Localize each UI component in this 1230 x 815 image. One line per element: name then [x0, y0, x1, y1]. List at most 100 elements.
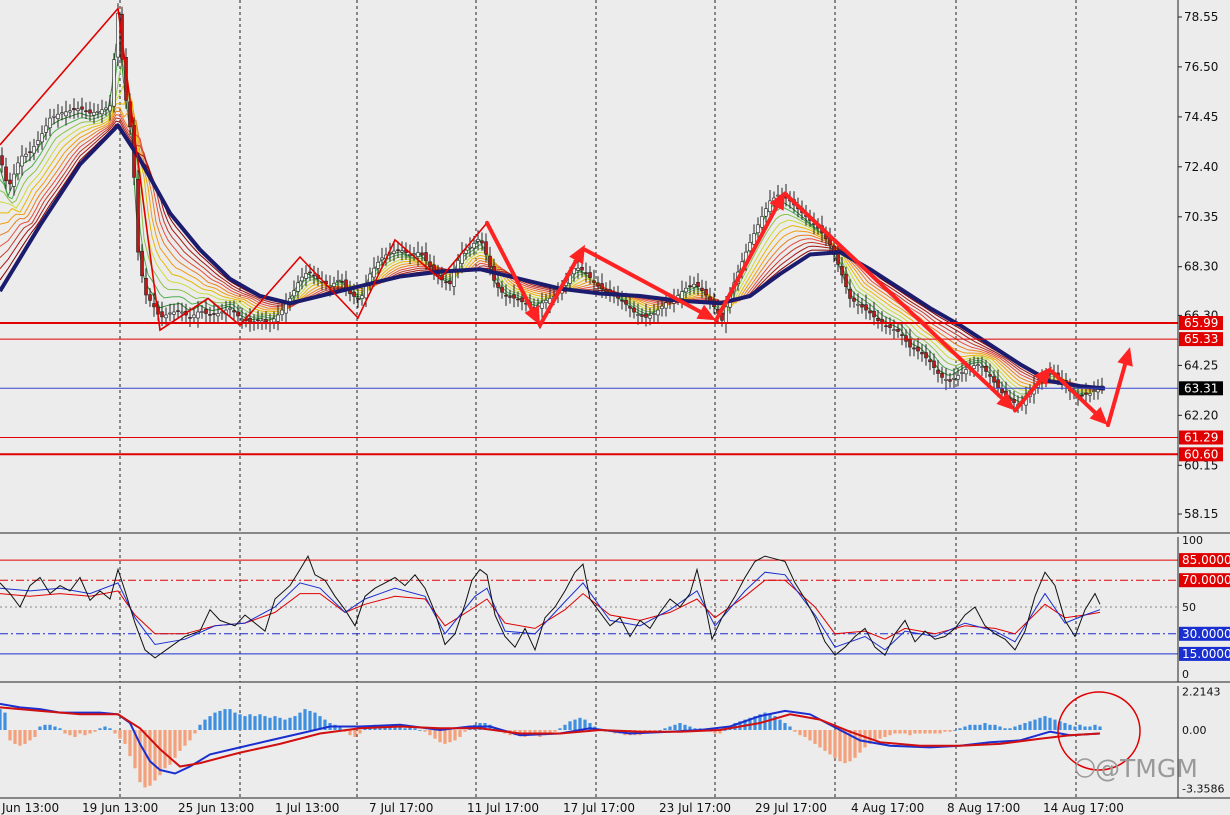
candle-body — [48, 117, 52, 129]
macd-histogram-bar — [163, 730, 167, 769]
candle-body — [912, 347, 916, 350]
candle-body — [652, 313, 656, 315]
candle-body — [4, 166, 8, 182]
level-price-box — [1179, 447, 1223, 462]
candle-body — [376, 261, 380, 269]
macd-histogram-bar — [208, 716, 212, 730]
candle-body — [100, 109, 104, 115]
trend-arrow-shaft — [783, 191, 1004, 401]
macd-histogram-bar — [318, 716, 322, 730]
macd-histogram-bar — [408, 726, 412, 730]
candle-body — [836, 252, 840, 265]
osc-level-label: 30.0000 — [1182, 627, 1230, 641]
macd-histogram-bar — [1013, 726, 1017, 730]
candle-body — [648, 315, 652, 319]
macd-histogram-bar — [843, 730, 847, 764]
candle-body — [280, 309, 284, 316]
macd-histogram-bar — [218, 710, 222, 730]
price-tick-label: 64.25 — [1184, 358, 1218, 372]
macd-histogram-bar — [303, 709, 307, 730]
candle-body — [340, 280, 344, 283]
x-tick-label: 14 Aug 17:00 — [1043, 801, 1124, 815]
macd-histogram-bar — [808, 730, 812, 741]
candle-body — [196, 311, 200, 319]
macd-histogram-bar — [903, 730, 907, 734]
price-pane: 78.5576.5074.4572.4070.3568.3066.3064.25… — [0, 0, 1230, 534]
macd-histogram-bar — [73, 730, 77, 737]
macd-tick-label: 0.00 — [1182, 724, 1207, 737]
macd-histogram-bar — [203, 719, 207, 730]
ribbon-ma-line — [0, 114, 1105, 391]
macd-histogram-bar — [993, 724, 997, 730]
candle-body — [380, 257, 384, 261]
macd-histogram-bar — [978, 724, 982, 730]
macd-histogram-bar — [173, 730, 177, 758]
level-price-label: 63.31 — [1184, 381, 1218, 395]
candle-body — [332, 282, 336, 287]
candle-body — [148, 294, 152, 301]
x-tick-label: 4 Aug 17:00 — [851, 801, 924, 815]
candle-body — [764, 208, 768, 217]
candle-body — [256, 319, 260, 322]
candle-body — [496, 282, 500, 288]
candle-body — [832, 245, 836, 255]
candle-body — [352, 291, 356, 297]
candle-body — [444, 281, 448, 284]
macd-histogram-bar — [988, 724, 992, 730]
candle-body — [472, 243, 476, 249]
trend-arrow-shaft — [1013, 378, 1043, 413]
macd-histogram-bar — [123, 730, 127, 744]
macd-histogram-bar — [1088, 726, 1092, 730]
macd-histogram-bar — [798, 730, 802, 736]
trend-arrow-head — [1034, 366, 1052, 386]
osc-black-line — [0, 554, 1101, 659]
osc-level-box — [1179, 626, 1230, 641]
candle-body — [1012, 398, 1016, 403]
candle-body — [312, 274, 316, 277]
candle-body — [600, 283, 604, 290]
macd-histogram-bar — [783, 723, 787, 730]
candle-body — [12, 173, 16, 187]
candle-body — [40, 133, 44, 143]
macd-histogram-bar — [443, 730, 447, 744]
candle-body — [172, 311, 176, 315]
x-tick-label: 8 Aug 17:00 — [947, 801, 1020, 815]
macd-histogram-bar — [168, 730, 172, 765]
macd-histogram-bar — [1073, 726, 1077, 730]
macd-histogram-bar — [918, 730, 922, 734]
macd-histogram-bar — [578, 717, 582, 730]
macd-histogram-bar — [1008, 728, 1012, 730]
macd-histogram-bar — [1098, 726, 1102, 730]
candle-body — [24, 153, 28, 157]
macd-histogram-bar — [1018, 724, 1022, 730]
x-tick-label: 19 Jun 13:00 — [82, 801, 158, 815]
macd-histogram-bar — [28, 730, 32, 741]
macd-histogram-bar — [1028, 721, 1032, 730]
price-plot-area — [0, 0, 1178, 533]
price-tick-label: 68.30 — [1184, 260, 1218, 274]
macd-histogram-bar — [1063, 723, 1067, 730]
macd-histogram-bar — [668, 726, 672, 730]
candle-body — [852, 297, 856, 302]
x-axis: Jun 13:00 19 Jun 13:00 25 Jun 13:00 1 Jul 1… — [1, 801, 1124, 815]
candle-body — [904, 335, 908, 342]
candle-body — [160, 311, 164, 318]
macd-histogram-bar — [253, 716, 257, 730]
macd-histogram-bar — [283, 719, 287, 730]
macd-histogram-bar — [348, 730, 352, 736]
macd-histogram-bar — [658, 730, 662, 731]
candle-body — [908, 338, 912, 348]
macd-tick-label: -3.3586 — [1182, 782, 1224, 795]
osc-tick-label: 100 — [1182, 534, 1203, 547]
candle-body — [480, 240, 484, 244]
macd-histogram-bar — [998, 726, 1002, 730]
macd-histogram-bar — [773, 716, 777, 730]
macd-histogram-bar — [723, 730, 727, 731]
macd-histogram-bar — [1003, 728, 1007, 730]
candle-body — [696, 281, 700, 287]
macd-histogram-bar — [148, 730, 152, 786]
oscillator-plot-area — [0, 537, 1178, 682]
macd-histogram-bar — [18, 730, 22, 746]
candle-body — [1092, 390, 1096, 392]
candle-body — [868, 310, 872, 314]
